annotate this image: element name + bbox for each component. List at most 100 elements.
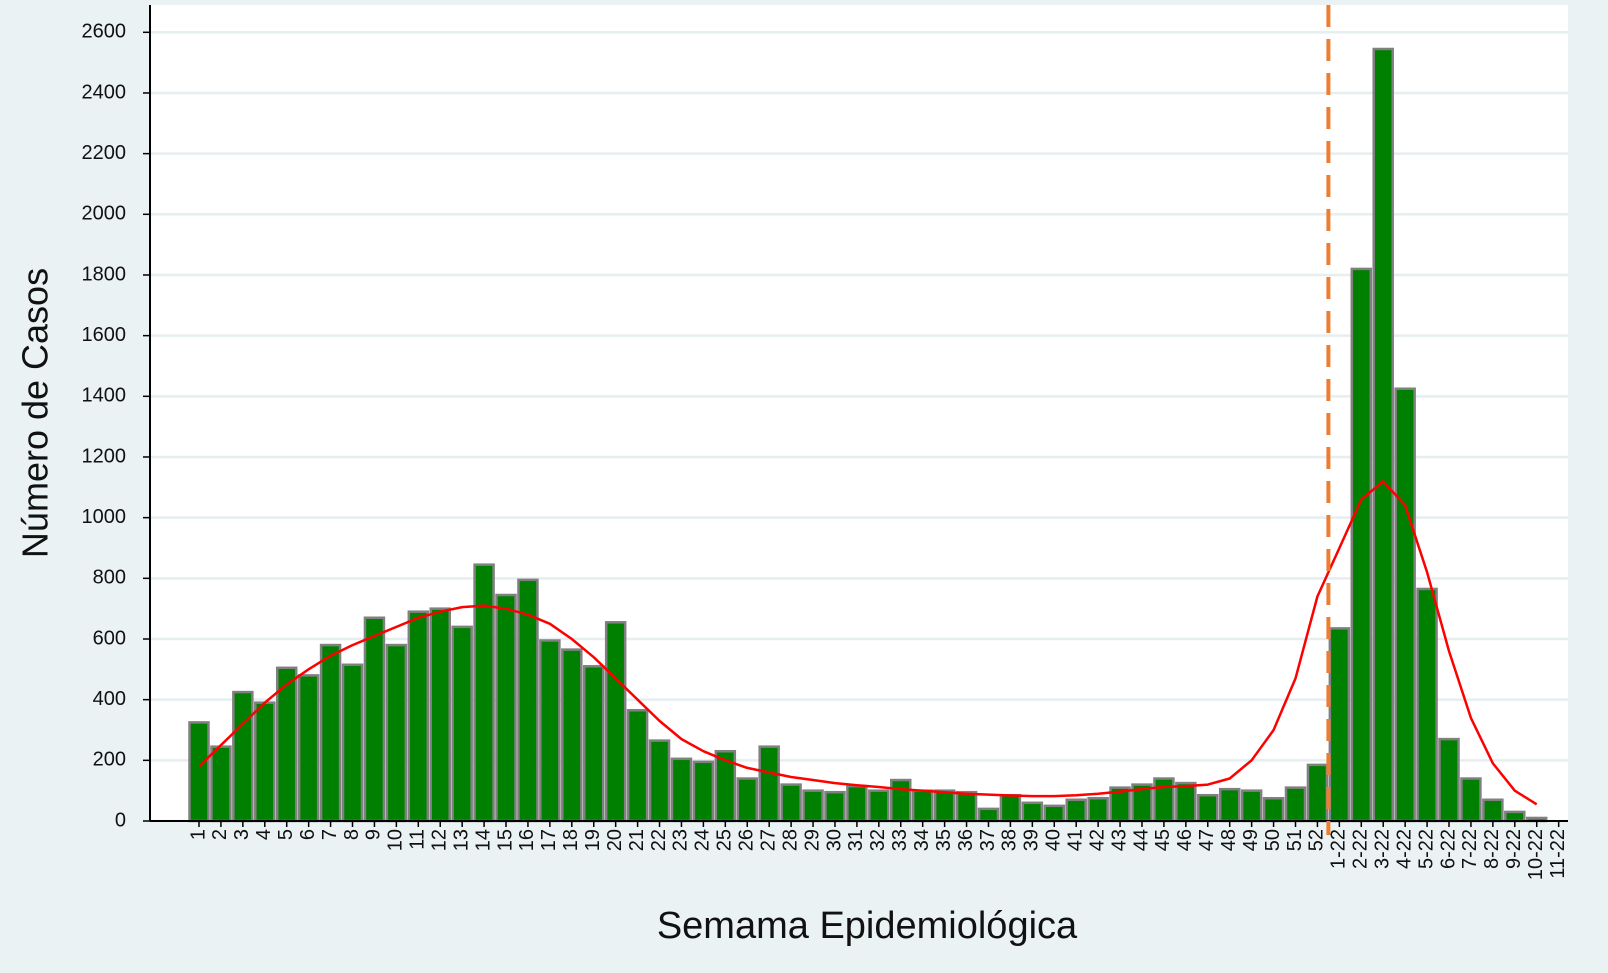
bar [1043,804,1066,823]
bar [824,790,846,823]
y-tick-label: 400 [93,688,126,710]
x-tick-label: 15 [494,829,516,851]
x-tick-label: 45 [1152,829,1174,851]
bar [1218,787,1241,823]
x-tick-label: 20 [604,829,626,851]
x-tick-label: 11 [407,829,429,850]
x-tick-label: 2-22 [1350,829,1372,869]
y-tick-label: 2400 [82,81,127,103]
y-tick-label: 1000 [82,506,127,528]
bar [473,563,495,823]
bar [780,783,802,823]
bar [1153,777,1175,823]
x-tick-label: 33 [889,829,911,851]
x-tick-label: 39 [1021,829,1043,851]
bar [604,621,627,823]
bar [1416,587,1438,823]
x-tick-label: 51 [1284,829,1306,851]
x-tick-label: 3 [231,829,253,840]
bar [385,643,408,823]
y-tick-label: 1800 [82,263,127,285]
x-tick-label: 40 [1043,829,1065,851]
x-tick-label: 9 [363,829,385,840]
bar [999,793,1022,823]
x-tick-label: 1-22 [1328,829,1350,869]
bar [561,648,583,823]
bar [977,807,1000,823]
x-tick-label: 24 [692,829,714,851]
y-tick-label: 1600 [82,324,127,346]
bar [1284,786,1307,823]
x-tick-label: 1 [187,829,209,840]
x-tick-label: 9-22 [1503,829,1525,869]
x-tick-label: 30 [823,829,845,851]
bar [868,789,890,823]
x-tick-label: 42 [1086,829,1108,851]
bar [1175,781,1197,823]
bar [736,777,758,823]
bar [648,739,671,823]
x-tick-label: 32 [867,829,889,851]
x-tick-label: 4-22 [1393,829,1415,869]
y-tick-label: 2000 [82,203,127,225]
bar [254,701,276,823]
x-tick-label: 38 [999,829,1021,851]
bar [429,607,451,823]
x-tick-label: 10 [385,829,407,851]
y-tick-label: 2600 [82,21,127,43]
x-tick-label: 25 [714,829,736,851]
x-tick-label: 5-22 [1415,829,1437,869]
x-tick-label: 37 [977,829,999,851]
bar [451,625,473,823]
x-tick-label: 26 [736,829,758,851]
trend-line [198,480,1538,806]
x-tick-label: 5 [275,829,297,840]
bar [210,745,232,823]
x-tick-label: 46 [1174,829,1196,851]
x-tick-label: 29 [801,829,823,851]
bar [1262,796,1285,823]
bar [1394,387,1416,823]
x-tick-label: 47 [1196,829,1218,851]
x-tick-label: 50 [1262,829,1284,851]
bar [1438,737,1460,823]
bar [1197,793,1219,823]
bar [1328,627,1351,823]
x-tick-label: 16 [516,829,538,851]
x-tick-label: 31 [845,829,867,851]
bar [232,690,254,823]
bar [1350,267,1373,823]
x-tick-label: 11-22 [1547,829,1569,879]
y-tick-label: 800 [93,567,126,589]
bar [363,616,386,823]
x-tick-label: 36 [955,829,977,851]
x-tick-label: 44 [1130,829,1152,851]
bar [495,593,517,823]
bar [1482,798,1504,823]
x-tick-label: 19 [582,829,604,851]
bar [297,674,320,823]
x-tick-label: 7-22 [1459,829,1481,869]
x-tick-label: 12 [429,829,451,851]
x-tick-label: 41 [1064,829,1086,851]
bar [955,790,978,823]
x-tick-label: 13 [450,829,472,851]
x-tick-label: 3-22 [1372,829,1394,869]
x-tick-label: 21 [626,829,648,851]
x-tick-label: 22 [648,829,670,851]
bar [911,789,934,823]
x-tick-label: 7 [319,829,341,840]
bar [539,639,561,823]
bar [1460,777,1482,823]
x-tick-label: 49 [1240,829,1262,851]
x-tick-label: 4 [253,829,275,840]
bar [626,709,649,823]
y-tick-label: 200 [93,749,126,771]
bar [1372,47,1394,823]
bar [407,610,430,823]
x-tick-label: 34 [911,829,933,851]
x-axis-title: Semama Epidemiológica [657,905,1078,947]
bar [1240,789,1263,823]
